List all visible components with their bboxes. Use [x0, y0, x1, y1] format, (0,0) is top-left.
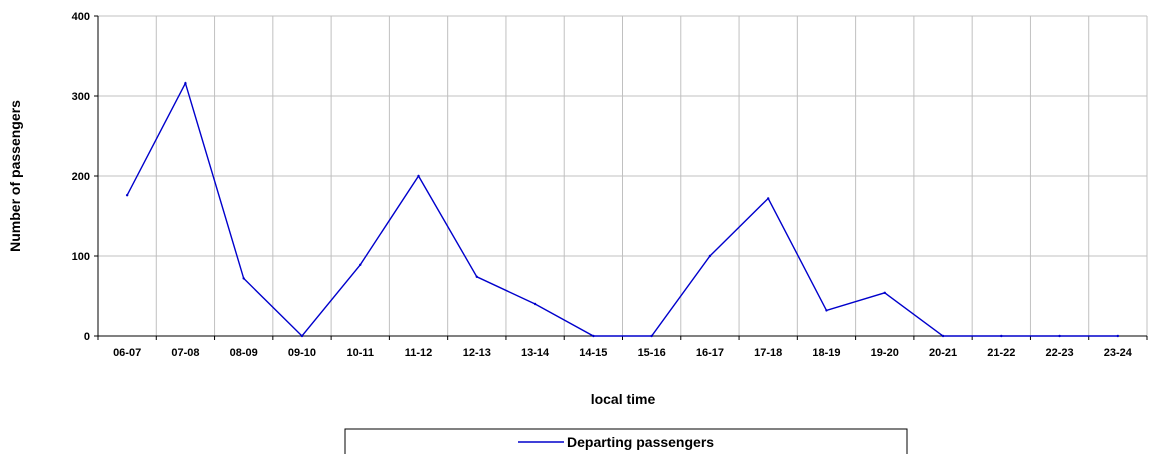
x-tick-label: 10-11	[346, 347, 374, 359]
data-point	[417, 174, 420, 178]
x-tick-label: 11-12	[405, 347, 433, 359]
y-tick-label: 400	[72, 11, 90, 23]
x-tick-label: 22-23	[1046, 347, 1074, 359]
data-point	[475, 275, 479, 278]
data-point	[125, 194, 129, 197]
data-point	[1000, 334, 1003, 338]
legend-box	[344, 428, 908, 454]
x-tick-label: 16-17	[696, 347, 724, 359]
x-tick-label: 19-20	[871, 347, 899, 359]
data-point	[359, 263, 362, 266]
x-tick-label: 21-22	[987, 347, 1015, 359]
data-point	[1116, 334, 1120, 338]
x-tick-label: 23-24	[1104, 347, 1133, 359]
data-point	[650, 334, 653, 338]
data-point	[242, 277, 245, 280]
y-tick-label: 200	[72, 171, 90, 183]
x-tick-labels: 06-07 07-08 08-09 09-10 10-11 11-12 12-13 13-14…	[113, 347, 1133, 359]
grid-lines	[98, 15, 1148, 336]
x-tick-label: 18-19	[812, 347, 840, 359]
data-point	[300, 334, 304, 338]
axes	[94, 15, 1148, 340]
x-tick-label: 09-10	[288, 347, 316, 359]
x-tick-label: 17-18	[754, 347, 782, 359]
x-tick-label: 06-07	[113, 347, 141, 359]
x-tick-label: 13-14	[521, 347, 550, 359]
data-point	[825, 309, 828, 312]
data-point	[184, 82, 187, 85]
y-tick-label: 300	[72, 91, 90, 103]
series-lines	[125, 81, 1120, 338]
data-point	[533, 302, 537, 306]
data-point	[883, 291, 886, 294]
y-tick-labels: 0 100 200 300 400	[72, 11, 90, 343]
data-point	[592, 334, 595, 338]
series-line	[126, 81, 1118, 338]
data-point	[708, 254, 712, 258]
data-point	[941, 334, 945, 338]
data-point	[766, 197, 770, 200]
legend: Departing passengers	[344, 428, 908, 454]
y-tick-label: 100	[72, 251, 90, 263]
x-tick-label: 15-16	[638, 347, 666, 359]
x-tick-label: 12-13	[463, 347, 491, 359]
data-point	[1058, 334, 1061, 338]
y-axis-title: Number of passengers	[7, 100, 23, 252]
x-tick-label: 08-09	[230, 347, 258, 359]
legend-label: Departing passengers	[567, 434, 714, 450]
x-tick-label: 07-08	[171, 347, 199, 359]
x-tick-label: 20-21	[929, 347, 957, 359]
y-tick-label: 0	[84, 331, 90, 343]
x-axis-title: local time	[591, 391, 656, 407]
x-tick-label: 14-15	[579, 347, 607, 359]
